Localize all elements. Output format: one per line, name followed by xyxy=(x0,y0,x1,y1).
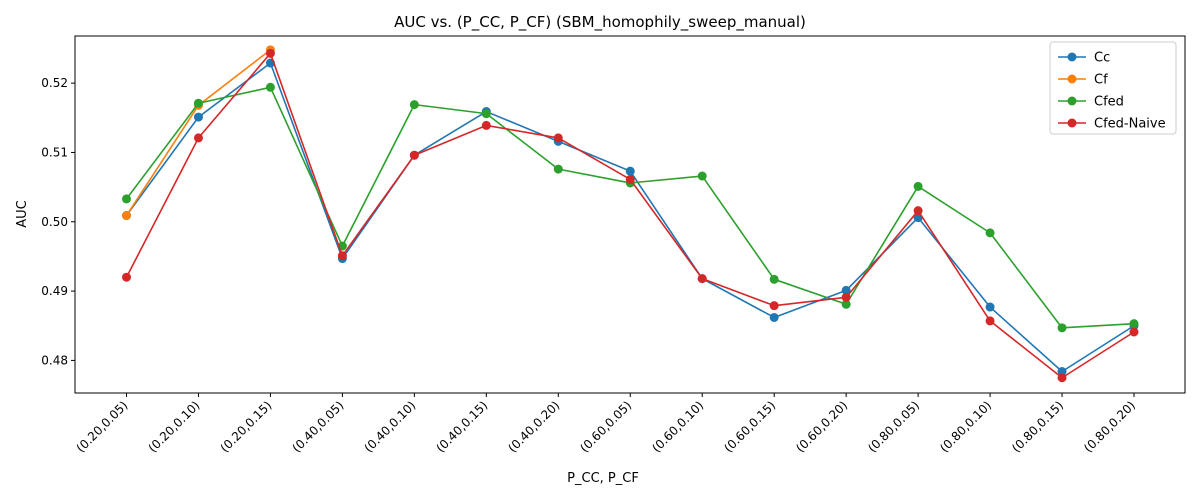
legend-label: Cfed-Naive xyxy=(1094,117,1166,132)
data-point xyxy=(265,82,275,92)
data-point xyxy=(122,211,131,221)
data-point xyxy=(769,274,779,284)
data-point xyxy=(769,301,779,311)
data-point xyxy=(841,285,851,295)
x-tick-label: (0.60,0.15) xyxy=(721,398,778,455)
legend-label: Cfed xyxy=(1094,95,1124,110)
data-point xyxy=(122,194,131,204)
data-point xyxy=(841,299,851,309)
legend-label: Cf xyxy=(1094,73,1108,88)
x-tick-label: (0.20,0.10) xyxy=(146,398,203,455)
legend-label: Cc xyxy=(1094,51,1110,66)
series-layer xyxy=(122,45,1139,383)
series-line xyxy=(125,86,1135,329)
x-tick-label: (0.40,0.05) xyxy=(290,398,347,455)
x-tick-label: (0.60,0.10) xyxy=(649,398,706,455)
x-tick-label: (0.80,0.15) xyxy=(1009,398,1066,455)
data-point xyxy=(985,316,995,326)
data-point xyxy=(697,171,707,181)
data-point xyxy=(553,133,563,143)
data-point xyxy=(769,312,779,322)
y-axis-label: AUC xyxy=(15,200,30,228)
x-tick-label: (0.20,0.15) xyxy=(218,398,275,455)
x-tick-label: (0.40,0.20) xyxy=(505,398,562,455)
data-point xyxy=(409,100,419,110)
data-point xyxy=(481,109,491,119)
y-tick-label: 0.49 xyxy=(41,284,68,298)
data-point xyxy=(337,251,347,261)
data-point xyxy=(1129,327,1139,337)
x-axis-label: P_CC, P_CF xyxy=(567,471,639,486)
x-axis: (0.20,0.05) (0.20,0.10) (0.20,0.15) (0.40,0… xyxy=(74,393,1138,455)
data-point xyxy=(553,164,563,174)
x-tick-label: (0.80,0.10) xyxy=(937,398,994,455)
legend-marker xyxy=(1067,96,1077,106)
y-tick-label: 0.51 xyxy=(41,145,68,159)
y-axis: 0.48 0.49 0.50 0.51 0.52 xyxy=(41,76,75,367)
legend-item: Cf xyxy=(1058,73,1108,88)
data-point xyxy=(913,181,923,191)
data-point xyxy=(697,274,707,284)
series-line xyxy=(125,49,271,216)
legend-item: Cc xyxy=(1058,51,1110,66)
legend-item: Cfed-Naive xyxy=(1058,117,1166,132)
x-tick-label: (0.40,0.10) xyxy=(361,398,418,455)
plot-frame xyxy=(74,35,1186,394)
data-point xyxy=(625,174,635,184)
x-tick-label: (0.20,0.05) xyxy=(74,398,131,455)
data-point xyxy=(193,133,203,143)
x-tick-label: (0.80,0.20) xyxy=(1081,398,1138,455)
series-cc xyxy=(122,58,1139,377)
x-tick-label: (0.60,0.20) xyxy=(793,398,850,455)
chart-title: AUC vs. (P_CC, P_CF) (SBM_homophily_swee… xyxy=(394,13,806,32)
series-line xyxy=(125,62,1135,373)
data-point xyxy=(985,228,995,238)
data-point xyxy=(913,206,923,216)
data-point xyxy=(1057,367,1067,377)
y-tick-label: 0.50 xyxy=(41,215,68,229)
data-point xyxy=(265,48,275,58)
x-tick-label: (0.80,0.05) xyxy=(865,398,922,455)
x-tick-label: (0.40,0.15) xyxy=(433,398,490,455)
legend-marker xyxy=(1067,52,1077,62)
series-cfed xyxy=(122,82,1139,333)
data-point xyxy=(625,166,635,176)
data-point xyxy=(193,98,203,108)
data-point xyxy=(1129,319,1139,329)
data-point xyxy=(409,150,419,160)
legend-marker xyxy=(1067,74,1077,84)
y-tick-label: 0.52 xyxy=(41,76,68,90)
data-point xyxy=(1057,373,1067,383)
data-point xyxy=(1057,323,1067,333)
data-point xyxy=(122,272,131,282)
legend-frame xyxy=(1049,41,1177,135)
x-tick-label: (0.60,0.05) xyxy=(577,398,634,455)
legend-item: Cfed xyxy=(1058,95,1124,110)
series-cfed-naive xyxy=(122,48,1139,383)
series-cf xyxy=(122,45,275,221)
data-point xyxy=(841,292,851,302)
legend: Cc Cf Cfed Cfed-Naive xyxy=(1049,41,1177,135)
data-point xyxy=(193,112,203,122)
legend-marker xyxy=(1067,118,1077,128)
data-point xyxy=(481,120,491,130)
y-tick-label: 0.48 xyxy=(41,353,68,367)
data-point xyxy=(985,302,995,312)
